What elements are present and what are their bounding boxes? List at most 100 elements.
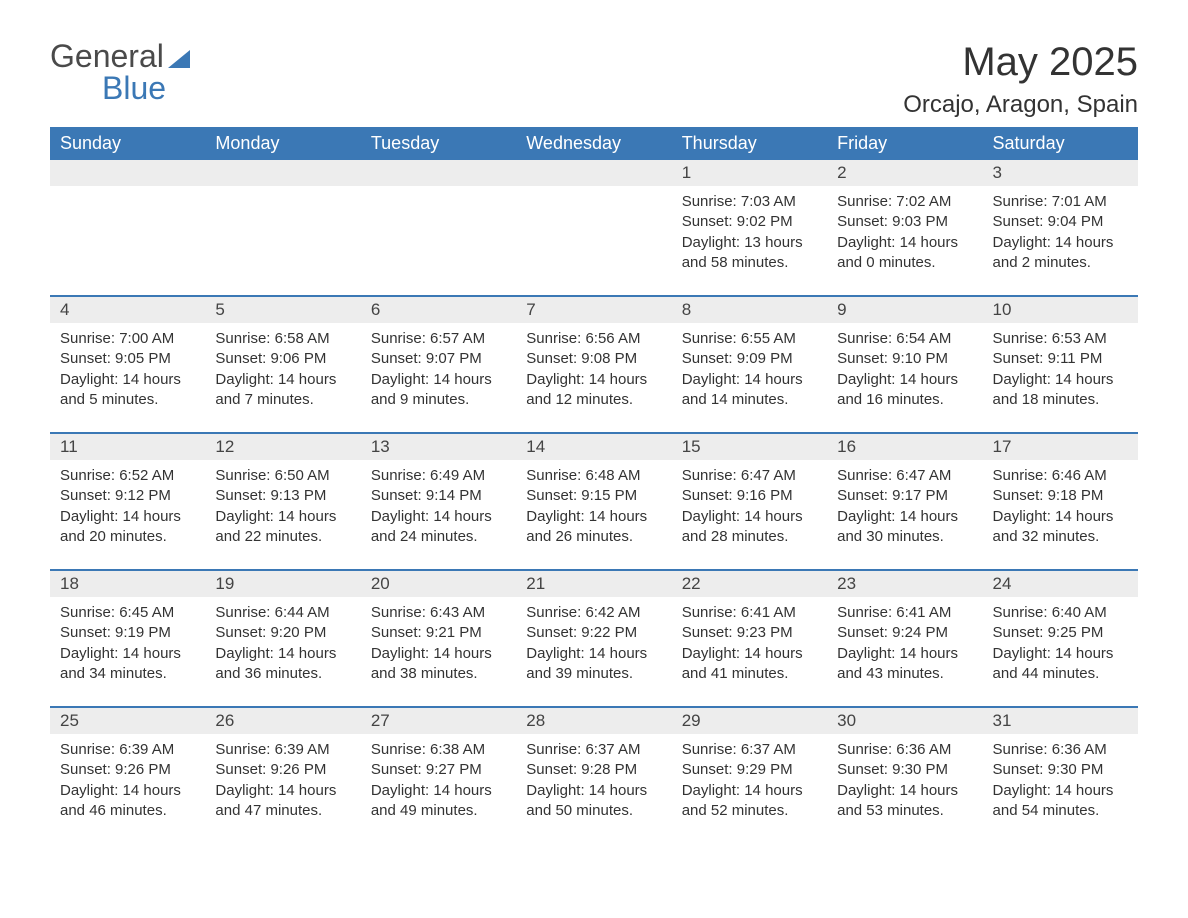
daylight-text: Daylight: 14 hours and 36 minutes. — [215, 644, 350, 685]
day-content-cell: Sunrise: 6:47 AMSunset: 9:16 PMDaylight:… — [672, 460, 827, 570]
sunset-text: Sunset: 9:03 PM — [837, 212, 972, 232]
daylight-text: Daylight: 14 hours and 22 minutes. — [215, 507, 350, 548]
daylight-text: Daylight: 14 hours and 26 minutes. — [526, 507, 661, 548]
page-header: General Blue May 2025 Orcajo, Aragon, Sp… — [50, 40, 1138, 119]
sunset-text: Sunset: 9:06 PM — [215, 349, 350, 369]
sunrise-text: Sunrise: 6:40 AM — [993, 603, 1128, 623]
sunrise-text: Sunrise: 7:03 AM — [682, 192, 817, 212]
sunset-text: Sunset: 9:19 PM — [60, 623, 195, 643]
sunrise-text: Sunrise: 6:41 AM — [837, 603, 972, 623]
sunset-text: Sunset: 9:24 PM — [837, 623, 972, 643]
sunrise-text: Sunrise: 6:42 AM — [526, 603, 661, 623]
day-content-cell: Sunrise: 6:50 AMSunset: 9:13 PMDaylight:… — [205, 460, 360, 570]
sunrise-text: Sunrise: 6:37 AM — [526, 740, 661, 760]
day-content-cell: Sunrise: 6:42 AMSunset: 9:22 PMDaylight:… — [516, 597, 671, 707]
sunrise-text: Sunrise: 6:46 AM — [993, 466, 1128, 486]
sunset-text: Sunset: 9:22 PM — [526, 623, 661, 643]
day-number-cell: 10 — [983, 296, 1138, 323]
daylight-text: Daylight: 14 hours and 30 minutes. — [837, 507, 972, 548]
sunrise-text: Sunrise: 6:52 AM — [60, 466, 195, 486]
daylight-text: Daylight: 14 hours and 9 minutes. — [371, 370, 506, 411]
sunset-text: Sunset: 9:28 PM — [526, 760, 661, 780]
sunset-text: Sunset: 9:30 PM — [837, 760, 972, 780]
sunset-text: Sunset: 9:23 PM — [682, 623, 817, 643]
sunset-text: Sunset: 9:17 PM — [837, 486, 972, 506]
day-content-cell: Sunrise: 6:44 AMSunset: 9:20 PMDaylight:… — [205, 597, 360, 707]
daylight-text: Daylight: 14 hours and 0 minutes. — [837, 233, 972, 274]
day-number-cell: 20 — [361, 570, 516, 597]
week-number-row: 123 — [50, 160, 1138, 186]
day-number-cell: 18 — [50, 570, 205, 597]
day-number-cell: 1 — [672, 160, 827, 186]
sunrise-text: Sunrise: 6:48 AM — [526, 466, 661, 486]
day-number-cell: 23 — [827, 570, 982, 597]
daylight-text: Daylight: 14 hours and 44 minutes. — [993, 644, 1128, 685]
sunrise-text: Sunrise: 7:00 AM — [60, 329, 195, 349]
sunset-text: Sunset: 9:12 PM — [60, 486, 195, 506]
daylight-text: Daylight: 14 hours and 53 minutes. — [837, 781, 972, 822]
sunset-text: Sunset: 9:04 PM — [993, 212, 1128, 232]
day-number-cell: 29 — [672, 707, 827, 734]
daylight-text: Daylight: 14 hours and 49 minutes. — [371, 781, 506, 822]
sunset-text: Sunset: 9:10 PM — [837, 349, 972, 369]
location-subtitle: Orcajo, Aragon, Spain — [903, 91, 1138, 119]
sunset-text: Sunset: 9:13 PM — [215, 486, 350, 506]
day-number-cell: 6 — [361, 296, 516, 323]
day-content-cell: Sunrise: 6:41 AMSunset: 9:23 PMDaylight:… — [672, 597, 827, 707]
day-number-cell: 25 — [50, 707, 205, 734]
sunrise-text: Sunrise: 6:39 AM — [215, 740, 350, 760]
sunset-text: Sunset: 9:15 PM — [526, 486, 661, 506]
day-number-cell — [516, 160, 671, 186]
week-number-row: 45678910 — [50, 296, 1138, 323]
day-number-cell: 24 — [983, 570, 1138, 597]
sunrise-text: Sunrise: 6:43 AM — [371, 603, 506, 623]
daylight-text: Daylight: 14 hours and 43 minutes. — [837, 644, 972, 685]
daylight-text: Daylight: 14 hours and 24 minutes. — [371, 507, 506, 548]
daylight-text: Daylight: 14 hours and 5 minutes. — [60, 370, 195, 411]
day-content-cell: Sunrise: 6:36 AMSunset: 9:30 PMDaylight:… — [827, 734, 982, 844]
sunrise-text: Sunrise: 6:53 AM — [993, 329, 1128, 349]
month-title: May 2025 — [903, 40, 1138, 85]
day-content-cell — [361, 186, 516, 296]
sunset-text: Sunset: 9:25 PM — [993, 623, 1128, 643]
daylight-text: Daylight: 14 hours and 47 minutes. — [215, 781, 350, 822]
week-content-row: Sunrise: 6:39 AMSunset: 9:26 PMDaylight:… — [50, 734, 1138, 844]
sunset-text: Sunset: 9:07 PM — [371, 349, 506, 369]
sunrise-text: Sunrise: 6:50 AM — [215, 466, 350, 486]
day-content-cell: Sunrise: 6:39 AMSunset: 9:26 PMDaylight:… — [50, 734, 205, 844]
day-content-cell — [516, 186, 671, 296]
day-number-cell: 7 — [516, 296, 671, 323]
sunrise-text: Sunrise: 6:36 AM — [993, 740, 1128, 760]
sunset-text: Sunset: 9:20 PM — [215, 623, 350, 643]
sunset-text: Sunset: 9:30 PM — [993, 760, 1128, 780]
sunset-text: Sunset: 9:18 PM — [993, 486, 1128, 506]
day-number-cell: 21 — [516, 570, 671, 597]
day-header: Friday — [827, 127, 982, 160]
day-number-cell: 2 — [827, 160, 982, 186]
sunrise-text: Sunrise: 6:57 AM — [371, 329, 506, 349]
daylight-text: Daylight: 14 hours and 52 minutes. — [682, 781, 817, 822]
day-content-cell: Sunrise: 7:00 AMSunset: 9:05 PMDaylight:… — [50, 323, 205, 433]
sunrise-text: Sunrise: 6:58 AM — [215, 329, 350, 349]
calendar-table: Sunday Monday Tuesday Wednesday Thursday… — [50, 127, 1138, 844]
logo-word2: Blue — [102, 72, 190, 104]
day-number-cell: 4 — [50, 296, 205, 323]
day-content-cell: Sunrise: 6:57 AMSunset: 9:07 PMDaylight:… — [361, 323, 516, 433]
daylight-text: Daylight: 14 hours and 16 minutes. — [837, 370, 972, 411]
sunrise-text: Sunrise: 6:55 AM — [682, 329, 817, 349]
day-content-cell: Sunrise: 6:36 AMSunset: 9:30 PMDaylight:… — [983, 734, 1138, 844]
week-number-row: 18192021222324 — [50, 570, 1138, 597]
day-number-cell: 22 — [672, 570, 827, 597]
day-content-cell: Sunrise: 6:39 AMSunset: 9:26 PMDaylight:… — [205, 734, 360, 844]
daylight-text: Daylight: 14 hours and 7 minutes. — [215, 370, 350, 411]
daylight-text: Daylight: 14 hours and 39 minutes. — [526, 644, 661, 685]
day-content-cell: Sunrise: 7:01 AMSunset: 9:04 PMDaylight:… — [983, 186, 1138, 296]
day-number-cell: 27 — [361, 707, 516, 734]
daylight-text: Daylight: 14 hours and 32 minutes. — [993, 507, 1128, 548]
sunset-text: Sunset: 9:27 PM — [371, 760, 506, 780]
day-header: Thursday — [672, 127, 827, 160]
daylight-text: Daylight: 14 hours and 46 minutes. — [60, 781, 195, 822]
day-header: Tuesday — [361, 127, 516, 160]
sunset-text: Sunset: 9:11 PM — [993, 349, 1128, 369]
daylight-text: Daylight: 13 hours and 58 minutes. — [682, 233, 817, 274]
